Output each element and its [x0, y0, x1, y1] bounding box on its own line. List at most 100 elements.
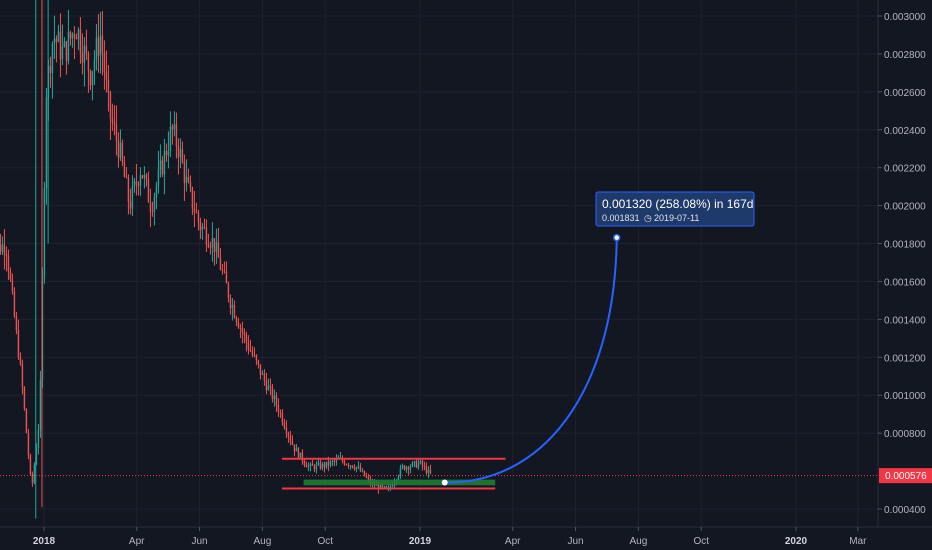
candle-body: [303, 461, 306, 465]
price-axis[interactable]: 0.003000 0.002800 0.002600 0.002400 0.002200…: [878, 12, 926, 516]
projection-label-date: 2019-07-11: [654, 213, 699, 223]
candle-body: [195, 212, 198, 214]
candle-body: [335, 459, 338, 462]
current-price-tag-label: 0.000576: [885, 471, 927, 482]
candle-body: [343, 461, 346, 465]
candle-body: [227, 283, 230, 298]
candle-body: [245, 334, 248, 343]
y-tick-label: 0.000400: [884, 505, 926, 516]
candle-body: [301, 452, 304, 462]
projection-curve[interactable]: [444, 237, 618, 484]
candle-body: [173, 124, 176, 130]
candle-body: [363, 470, 366, 477]
candle-body: [107, 79, 110, 93]
candle-body: [241, 328, 244, 333]
candle-body: [0, 244, 2, 253]
candle-body: [43, 188, 46, 277]
candle-body: [189, 181, 192, 188]
candle-body: [331, 461, 334, 462]
candle-body: [115, 124, 118, 141]
x-tick-label: 2019: [409, 536, 432, 547]
candle-body: [261, 373, 264, 375]
candle-body: [39, 379, 42, 430]
y-tick-label: 0.002800: [884, 50, 926, 61]
candle-body: [259, 364, 262, 375]
candle-body: [273, 395, 276, 400]
candle-body: [283, 422, 286, 428]
candle-body: [411, 462, 414, 467]
candle-body: [125, 176, 128, 178]
x-tick-label: Oct: [317, 536, 333, 547]
candle-body: [193, 208, 196, 213]
projection-end-point[interactable]: [613, 233, 621, 242]
x-tick-label: Aug: [629, 536, 647, 547]
y-tick-label: 0.002000: [884, 202, 926, 213]
candle-body: [129, 202, 132, 209]
candle-body: [255, 355, 258, 361]
candle-body: [409, 466, 412, 470]
candle-body: [71, 33, 74, 39]
candle-body: [349, 465, 352, 467]
candle-body: [385, 486, 388, 488]
support-zone[interactable]: [303, 479, 496, 486]
candle-body: [65, 41, 68, 61]
candle-body: [203, 226, 206, 228]
candle-body: [421, 460, 424, 467]
clock-icon: ◷: [644, 213, 652, 223]
candle-body: [307, 466, 310, 468]
candle-body: [153, 197, 156, 212]
candle-body: [207, 244, 210, 247]
candle-body: [109, 92, 112, 119]
candle-body: [83, 45, 86, 63]
candle-body: [225, 271, 228, 284]
candle-body: [157, 169, 160, 187]
candle-body: [325, 461, 328, 468]
candle-body: [61, 46, 64, 60]
candle-body: [271, 386, 274, 400]
candle-body: [257, 360, 260, 365]
x-tick-label: 2020: [785, 536, 808, 547]
candle-body: [267, 385, 270, 391]
candle-body: [69, 31, 72, 39]
candle-body: [1, 244, 4, 253]
candle-body: [9, 271, 12, 280]
y-tick-label: 0.001400: [884, 315, 926, 326]
candle-body: [87, 53, 90, 71]
projection-start-point[interactable]: [441, 479, 448, 486]
candle-body: [295, 448, 298, 452]
candle-body: [175, 124, 178, 147]
candle-body: [237, 321, 240, 328]
candle-body: [197, 212, 200, 222]
candle-body: [167, 150, 170, 156]
candle-body: [33, 464, 36, 483]
candle-body: [15, 316, 18, 331]
candle-body: [17, 330, 20, 358]
candle-body: [231, 305, 234, 308]
candle-body: [25, 408, 28, 434]
candle-body: [351, 465, 354, 468]
candle-body: [165, 150, 168, 156]
candle-body: [345, 464, 348, 466]
time-axis[interactable]: 2018 Apr Jun Aug Oct 2019 Apr Jun Aug Oct 2020 Mar: [33, 527, 867, 547]
candle-body: [305, 464, 308, 468]
candle-body: [347, 464, 350, 466]
projection-label: 0.001320 (258.08%) in 167d 0.001831 ◷ 20…: [595, 191, 755, 227]
candle-body: [53, 38, 56, 44]
candle-body: [403, 465, 406, 470]
candle-body: [391, 485, 394, 487]
candle-body: [161, 160, 164, 175]
candle-body: [329, 461, 332, 466]
candle-body: [287, 433, 290, 436]
candle-body: [235, 317, 238, 322]
candle-body: [135, 181, 138, 185]
candle-body: [377, 484, 380, 490]
candle-body: [199, 221, 202, 230]
candle-body: [51, 43, 54, 73]
candle-body: [117, 140, 120, 158]
candle-body: [119, 142, 122, 158]
candle-body: [365, 476, 368, 478]
x-tick-label: Jun: [191, 536, 207, 547]
y-tick-label: 0.002600: [884, 88, 926, 99]
candle-body: [215, 242, 218, 252]
